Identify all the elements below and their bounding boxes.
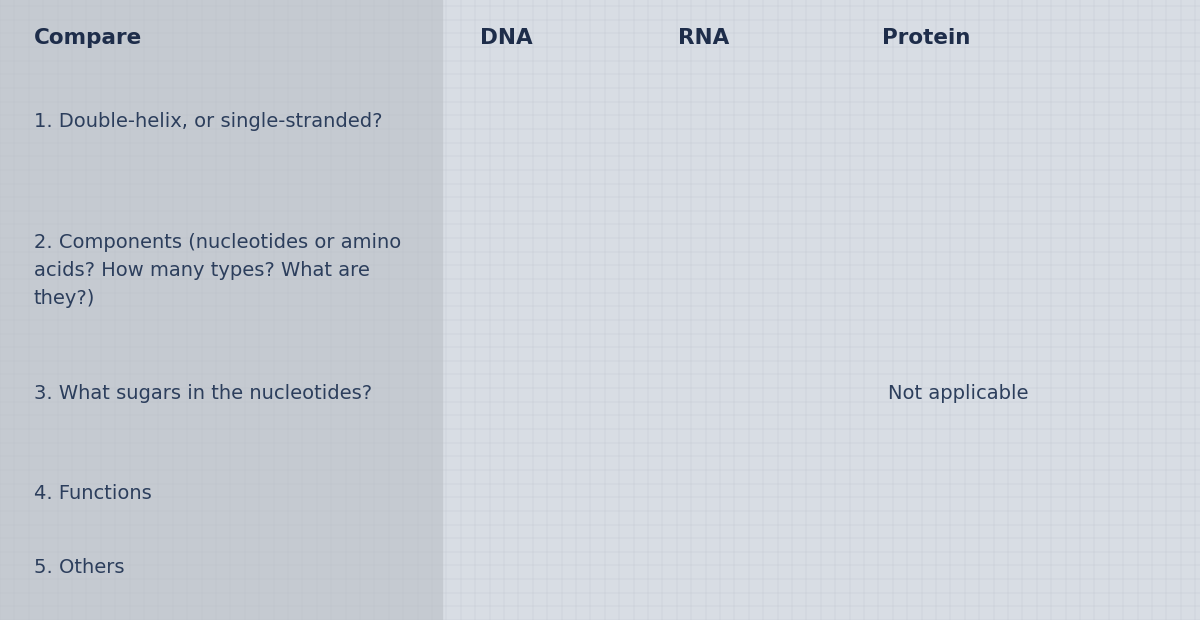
Text: DNA: DNA: [480, 28, 533, 48]
Text: 2. Components (nucleotides or amino
acids? How many types? What are
they?): 2. Components (nucleotides or amino acid…: [34, 232, 401, 308]
Text: 5. Others: 5. Others: [34, 558, 124, 577]
Bar: [0, 0, 442, 620]
Text: 1. Double-helix, or single-stranded?: 1. Double-helix, or single-stranded?: [34, 112, 382, 131]
Text: Compare: Compare: [34, 28, 142, 48]
Text: Not applicable: Not applicable: [888, 384, 1028, 404]
Text: 3. What sugars in the nucleotides?: 3. What sugars in the nucleotides?: [34, 384, 372, 404]
Text: RNA: RNA: [678, 28, 730, 48]
Text: 4. Functions: 4. Functions: [34, 484, 151, 503]
Text: Protein: Protein: [882, 28, 971, 48]
